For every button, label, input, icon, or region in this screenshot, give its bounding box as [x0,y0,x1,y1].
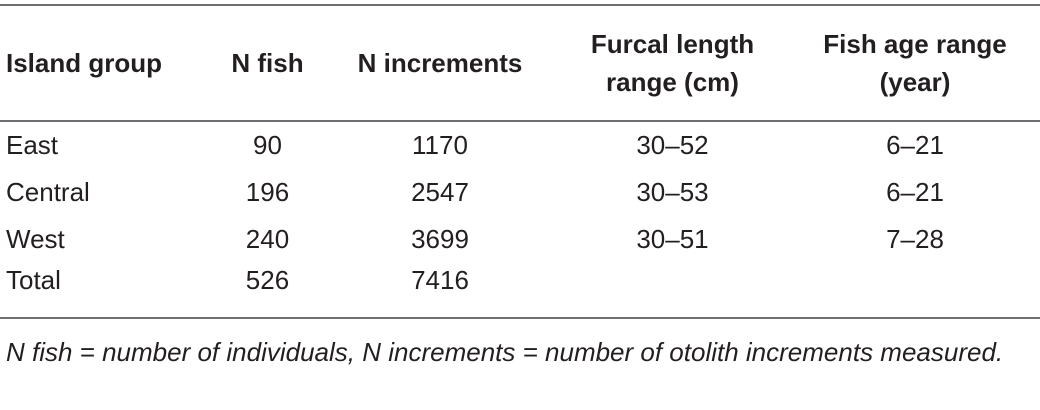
table-cell: 30–51 [636,224,709,254]
table-row: East 90 1170 30–52 6–21 [0,121,1040,169]
table-cell: Total [6,265,61,295]
table-cell: 30–52 [636,130,709,160]
table-cell: 1170 [412,130,468,160]
table-cell [790,263,1040,318]
table-row: Total 526 7416 [0,263,1040,318]
table-cell: 90 [253,130,282,160]
table-cell: 526 [245,265,290,295]
data-table: Island group N fish N increments Furcal … [0,4,1040,319]
table-body: East 90 1170 30–52 6–21 Central 196 2547 30–53 6–… [0,121,1040,318]
header-cell: N increments [357,48,523,78]
header-cell: Furcal length range (cm) [590,29,755,97]
table-cell: Central [6,177,90,207]
header-cell: Island group [6,48,162,78]
table-cell: West [6,224,65,254]
table-cell: East [6,130,59,160]
table-header: Island group N fish N increments Furcal … [0,5,1040,121]
table-cell: 6–21 [886,130,944,160]
header-cell: N fish [231,48,304,78]
table-cell: 6–21 [886,177,944,207]
table-row: Central 196 2547 30–53 6–21 [0,169,1040,216]
table-cell: 2547 [411,177,469,207]
header-row: Island group N fish N increments Furcal … [0,5,1040,121]
footnote: N fish = number of individuals, N increm… [6,337,1004,367]
table-cell: 30–53 [636,177,709,207]
header-cell: Fish age range (year) [823,29,1007,97]
table-cell [555,263,790,318]
table-cell: 196 [245,177,290,207]
table-cell: 7416 [411,265,469,295]
table-cell: 3699 [411,224,469,254]
table-cell: 240 [245,224,290,254]
table-row: West 240 3699 30–51 7–28 [0,216,1040,263]
table-cell: 7–28 [886,224,944,254]
